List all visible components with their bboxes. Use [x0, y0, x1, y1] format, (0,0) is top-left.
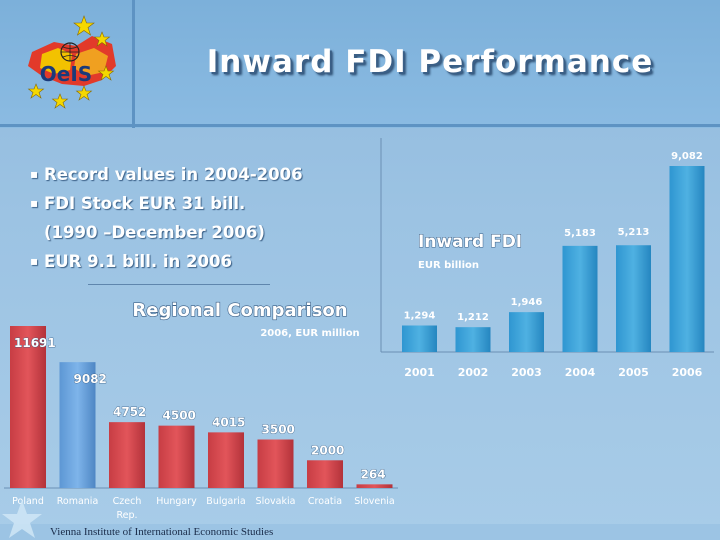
- regional-bar: [109, 422, 145, 488]
- fdi-bar: [616, 245, 651, 352]
- fdi-chart-subtitle: EUR billion: [418, 260, 479, 271]
- regional-value-label: 4752: [113, 405, 146, 419]
- footer-band: [0, 524, 720, 540]
- fdi-value-label: 1,212: [457, 312, 489, 323]
- regional-category-label: Poland: [12, 496, 44, 507]
- fdi-chart-title: Inward FDI: [418, 232, 522, 252]
- regional-bar: [208, 432, 244, 488]
- regional-bar: [59, 362, 96, 488]
- fdi-category-label: 2006: [672, 366, 703, 379]
- regional-category-label: Rep.: [116, 510, 137, 521]
- regional-category-label: Slovakia: [256, 496, 296, 507]
- footer-source: Vienna Institute of International Econom…: [50, 526, 274, 538]
- section-divider: [88, 284, 270, 285]
- regional-value-label: 4015: [212, 415, 245, 429]
- regional-bar: [10, 326, 46, 488]
- regional-category-label: Hungary: [156, 496, 197, 507]
- regional-bar: [257, 439, 294, 488]
- regional-category-label: Czech: [113, 496, 142, 507]
- fdi-category-label: 2005: [618, 366, 649, 379]
- fdi-value-label: 5,183: [564, 228, 596, 239]
- regional-bar: [307, 460, 343, 488]
- fdi-category-label: 2003: [511, 366, 542, 379]
- regional-category-label: Romania: [57, 496, 99, 507]
- fdi-value-label: 1,294: [404, 310, 436, 321]
- header-divider: [132, 0, 135, 128]
- regional-value-label: 11691: [14, 336, 56, 350]
- header-underline: [0, 124, 720, 127]
- regional-category-label: Croatia: [308, 496, 342, 507]
- fdi-bar: [402, 325, 437, 352]
- regional-value-label: 4500: [163, 409, 196, 423]
- fdi-bar: [562, 245, 598, 352]
- fdi-category-label: 2004: [565, 366, 596, 379]
- bullet-list: Record values in 2004-2006 FDI Stock EUR…: [30, 160, 330, 276]
- regional-value-label: 9082: [74, 372, 107, 386]
- bullet-item: EUR 9.1 bill. in 2006: [30, 247, 330, 276]
- regional-value-label: 2000: [311, 443, 344, 457]
- oeis-logo: OeIS: [27, 15, 116, 109]
- regional-chart-subtitle: 2006, EUR million: [260, 328, 359, 339]
- fdi-value-label: 1,946: [511, 297, 543, 308]
- fdi-bar: [669, 166, 705, 352]
- fdi-bar: [455, 327, 491, 352]
- page-title: Inward FDI Performance: [206, 44, 654, 80]
- fdi-value-label: 5,213: [618, 227, 650, 238]
- fdi-bar: [509, 312, 544, 352]
- regional-value-label: 3500: [262, 423, 295, 437]
- bullet-item: Record values in 2004-2006: [30, 160, 330, 189]
- fdi-value-label: 9,082: [671, 151, 703, 162]
- regional-bar: [356, 484, 393, 488]
- regional-bar: [158, 425, 195, 488]
- regional-value-label: 264: [361, 467, 386, 481]
- star-icon: [2, 500, 42, 538]
- header-band: [0, 0, 720, 128]
- regional-category-label: Bulgaria: [206, 496, 245, 507]
- regional-category-label: Slovenia: [354, 496, 394, 507]
- fdi-category-label: 2001: [404, 366, 435, 379]
- svg-text:OeIS: OeIS: [40, 62, 92, 86]
- regional-chart-title: Regional Comparison: [132, 300, 347, 321]
- fdi-category-label: 2002: [458, 366, 489, 379]
- bullet-item: FDI Stock EUR 31 bill.: [30, 189, 330, 218]
- bullet-continuation: (1990 –December 2006): [44, 223, 265, 242]
